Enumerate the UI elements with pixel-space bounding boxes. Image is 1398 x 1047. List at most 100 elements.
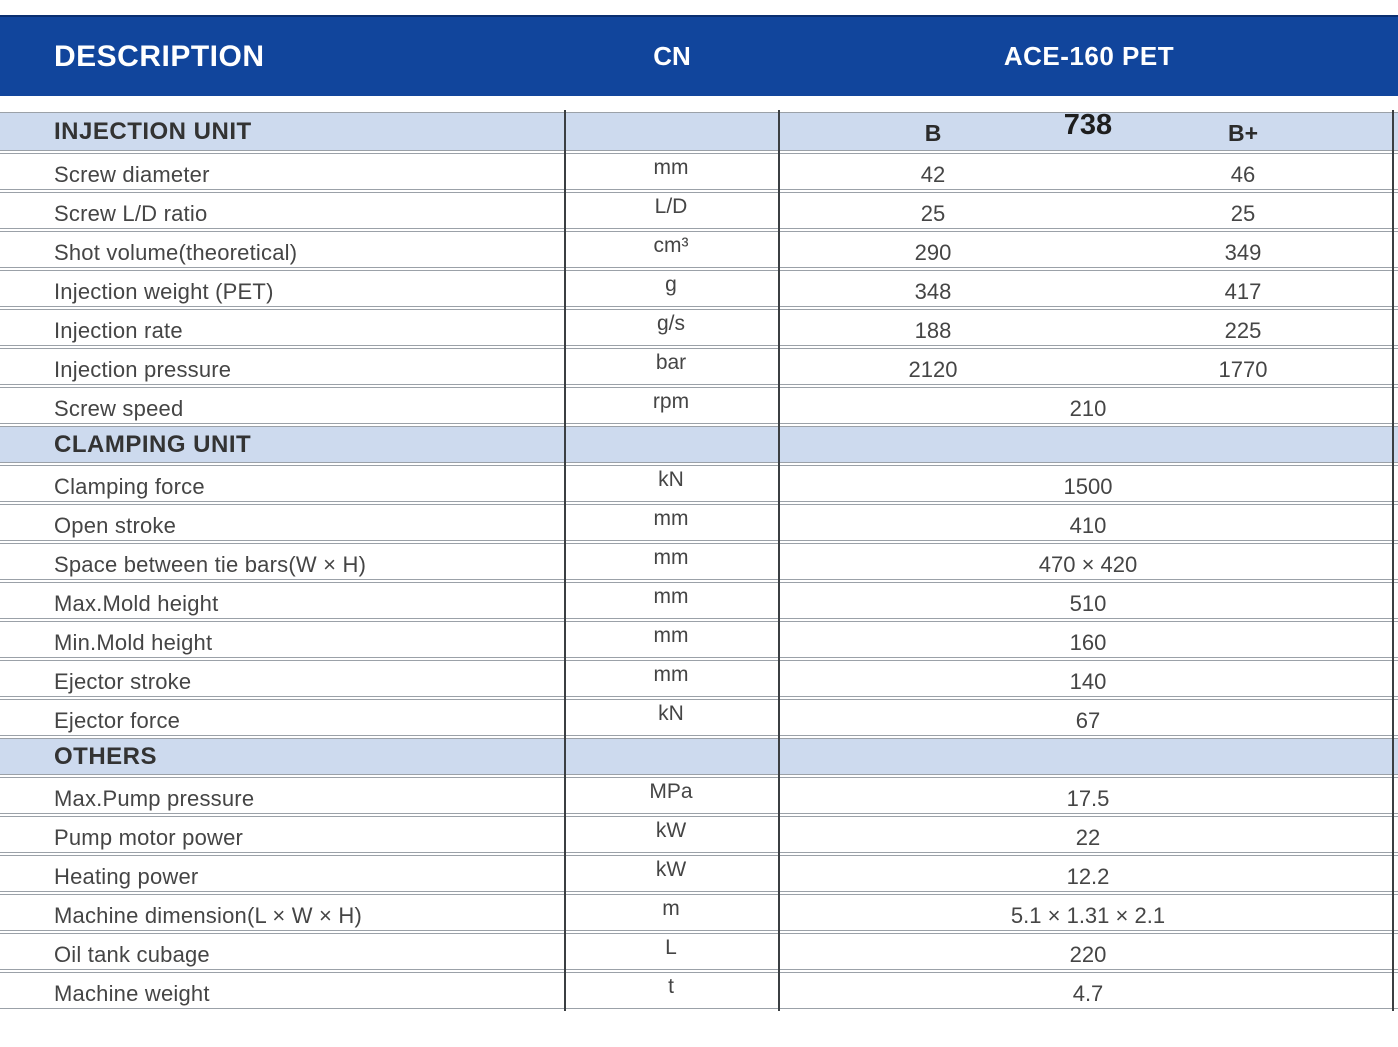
variant-b-header: B bbox=[924, 120, 942, 146]
value-split: 348 417 bbox=[778, 279, 1398, 305]
spec-row: Min.Mold height mm 160 bbox=[0, 621, 1398, 658]
section-unit-cell bbox=[564, 738, 778, 775]
spec-unit: L bbox=[564, 933, 778, 970]
spec-row: Injection rate g/s 188 225 bbox=[0, 309, 1398, 346]
spec-row: Clamping force kN 1500 bbox=[0, 465, 1398, 502]
spec-value-cell: 17.5 bbox=[778, 777, 1398, 814]
spec-value-cell: 510 bbox=[778, 582, 1398, 619]
spec-table-wrap: INJECTION UNIT B B+ 738 Screw diameter mm 42 46… bbox=[0, 110, 1398, 1011]
spec-value-cell: 42 46 bbox=[778, 153, 1398, 190]
value-b: 290 bbox=[914, 239, 952, 265]
spec-row: Open stroke mm 410 bbox=[0, 504, 1398, 541]
section-title: INJECTION UNIT bbox=[0, 112, 564, 151]
spec-label: Ejector force bbox=[0, 699, 564, 736]
spec-row: Pump motor power kW 22 bbox=[0, 816, 1398, 853]
section-header-row: CLAMPING UNIT bbox=[0, 426, 1398, 463]
section-unit-cell bbox=[564, 112, 778, 151]
header-model-label: ACE-160 PET bbox=[1003, 41, 1175, 71]
spec-label: Pump motor power bbox=[0, 816, 564, 853]
table-header: DESCRIPTION CN ACE-160 PET bbox=[0, 15, 1398, 96]
spec-row: Space between tie bars(W × H) mm 470 × 420 bbox=[0, 543, 1398, 580]
value-b-plus: 349 bbox=[1224, 239, 1262, 265]
value-span: 4.7 bbox=[1072, 980, 1104, 1006]
variant-b-plus-header: B+ bbox=[1227, 120, 1259, 146]
spec-unit: kN bbox=[564, 699, 778, 736]
value-span: 140 bbox=[1069, 668, 1107, 694]
section-unit-cell bbox=[564, 426, 778, 463]
value-b-plus: 225 bbox=[1224, 317, 1262, 343]
spec-value-cell: 470 × 420 bbox=[778, 543, 1398, 580]
spec-label: Oil tank cubage bbox=[0, 933, 564, 970]
spec-sheet-page: DESCRIPTION CN ACE-160 PET INJECTION UNI… bbox=[0, 15, 1398, 1011]
spec-unit: rpm bbox=[564, 387, 778, 424]
value-b: 42 bbox=[920, 161, 946, 187]
value-split: 2120 1770 bbox=[778, 357, 1398, 383]
spec-label: Heating power bbox=[0, 855, 564, 892]
spec-value-cell: 12.2 bbox=[778, 855, 1398, 892]
column-divider-2 bbox=[778, 110, 780, 1011]
spec-label: Screw speed bbox=[0, 387, 564, 424]
spec-table: INJECTION UNIT B B+ 738 Screw diameter mm 42 46… bbox=[0, 110, 1398, 1011]
column-divider-1 bbox=[564, 110, 566, 1011]
section-value-cell bbox=[778, 738, 1398, 775]
spec-row: Injection pressure bar 2120 1770 bbox=[0, 348, 1398, 385]
spec-value-cell: 410 bbox=[778, 504, 1398, 541]
value-span: 12.2 bbox=[1066, 863, 1110, 889]
value-span: 510 bbox=[1069, 590, 1107, 616]
spec-value-cell: 25 25 bbox=[778, 192, 1398, 229]
spec-unit: g/s bbox=[564, 309, 778, 346]
value-span: 160 bbox=[1069, 629, 1107, 655]
spec-unit: bar bbox=[564, 348, 778, 385]
spec-unit: kW bbox=[564, 855, 778, 892]
spec-label: Space between tie bars(W × H) bbox=[0, 543, 564, 580]
spec-row: Machine dimension(L × W × H) m 5.1 × 1.31 … bbox=[0, 894, 1398, 931]
spec-row: Injection weight (PET) g 348 417 bbox=[0, 270, 1398, 307]
spec-value-cell: 22 bbox=[778, 816, 1398, 853]
spec-value-cell: 160 bbox=[778, 621, 1398, 658]
spec-row: Max.Mold height mm 510 bbox=[0, 582, 1398, 619]
spec-unit: g bbox=[564, 270, 778, 307]
page-number: 738 bbox=[1063, 112, 1113, 141]
value-b: 2120 bbox=[908, 356, 958, 382]
spec-unit: kW bbox=[564, 816, 778, 853]
value-b: 25 bbox=[920, 200, 946, 226]
section-title: OTHERS bbox=[0, 738, 564, 775]
value-split: 188 225 bbox=[778, 318, 1398, 344]
spec-unit: m bbox=[564, 894, 778, 931]
spec-label: Ejector stroke bbox=[0, 660, 564, 697]
section-value-cell bbox=[778, 426, 1398, 463]
value-span: 220 bbox=[1069, 941, 1107, 967]
header-cn-label: CN bbox=[653, 41, 691, 71]
header-description-label: DESCRIPTION bbox=[54, 39, 265, 73]
spec-value-cell: 67 bbox=[778, 699, 1398, 736]
spec-value-cell: 290 349 bbox=[778, 231, 1398, 268]
spec-value-cell: 5.1 × 1.31 × 2.1 bbox=[778, 894, 1398, 931]
section-header-row: OTHERS bbox=[0, 738, 1398, 775]
value-split: 25 25 bbox=[778, 201, 1398, 227]
value-span: 17.5 bbox=[1066, 785, 1110, 811]
spec-value-cell: 348 417 bbox=[778, 270, 1398, 307]
spec-row: Heating power kW 12.2 bbox=[0, 855, 1398, 892]
spec-row: Ejector force kN 67 bbox=[0, 699, 1398, 736]
spec-row: Max.Pump pressure MPa 17.5 bbox=[0, 777, 1398, 814]
spec-unit: L/D bbox=[564, 192, 778, 229]
spec-label: Screw diameter bbox=[0, 153, 564, 190]
spec-row: Screw speed rpm 210 bbox=[0, 387, 1398, 424]
spec-unit: t bbox=[564, 972, 778, 1009]
spec-value-cell: 4.7 bbox=[778, 972, 1398, 1009]
value-span: 1500 bbox=[1063, 473, 1113, 499]
spec-value-cell: 2120 1770 bbox=[778, 348, 1398, 385]
spec-value-cell: 188 225 bbox=[778, 309, 1398, 346]
spec-row: Oil tank cubage L 220 bbox=[0, 933, 1398, 970]
variant-header-group: B B+ 738 bbox=[778, 113, 1398, 150]
value-b: 188 bbox=[914, 317, 952, 343]
value-split: 42 46 bbox=[778, 162, 1398, 188]
value-span: 210 bbox=[1069, 395, 1107, 421]
spec-unit: mm bbox=[564, 621, 778, 658]
spec-label: Open stroke bbox=[0, 504, 564, 541]
spec-label: Clamping force bbox=[0, 465, 564, 502]
spec-row: Ejector stroke mm 140 bbox=[0, 660, 1398, 697]
spec-label: Injection pressure bbox=[0, 348, 564, 385]
spec-unit: mm bbox=[564, 582, 778, 619]
spec-value-cell: 210 bbox=[778, 387, 1398, 424]
